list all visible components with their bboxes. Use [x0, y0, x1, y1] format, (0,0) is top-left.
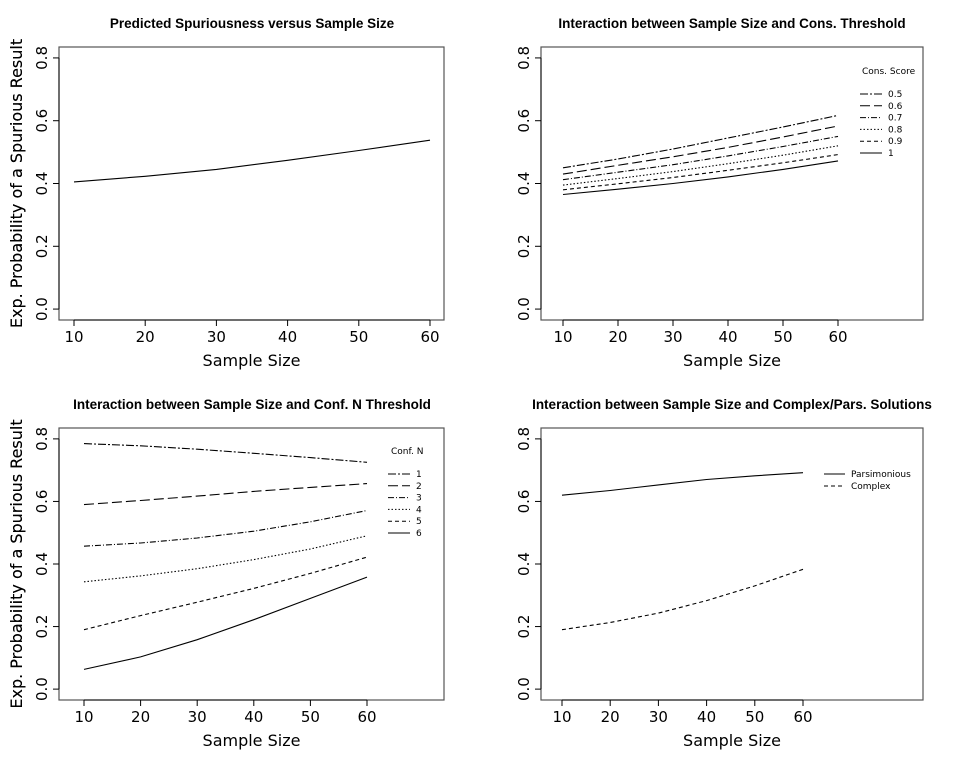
series-line-1 [562, 114, 839, 169]
y-tick-label: 0.0 [515, 677, 533, 701]
y-tick-label: 0.2 [33, 234, 51, 258]
x-tick-label: 10 [74, 708, 93, 726]
legend: Parsimonious Complex [824, 470, 911, 492]
legend-title: Conf. N [391, 447, 423, 457]
y-tick-label: 0.4 [33, 172, 51, 196]
y-axis-label: Exp. Probability of a Spurious Result [7, 419, 26, 708]
legend-label: 0.9 [888, 137, 903, 147]
x-tick-label: 50 [301, 708, 320, 726]
x-axis-label: Sample Size [203, 731, 301, 750]
x-tick-label: 50 [349, 328, 368, 346]
y-tick-label: 0.0 [33, 297, 51, 321]
x-tick-label: 30 [188, 708, 207, 726]
y-tick-label: 0.6 [515, 490, 533, 514]
chart-panel-2: Interaction between Sample Size and Cons… [7, 16, 924, 370]
legend-label: 0.6 [888, 102, 903, 112]
legend: Cons. Score 0.5 0.6 0.70.8 0.9 1 [860, 67, 916, 159]
plot-frame [540, 46, 924, 321]
y-axis-label: Exp. Probability of a Spurious Result [7, 419, 26, 708]
legend-label: Complex [851, 482, 891, 492]
x-tick-label: 50 [773, 328, 792, 346]
legend-label: 0.8 [888, 125, 903, 135]
legend-label: 2 [416, 482, 422, 492]
y-axis-label: Exp. Probability of a Spurious Result [7, 39, 26, 328]
x-tick-label: 40 [718, 328, 737, 346]
x-tick-label: 60 [793, 708, 812, 726]
legend-label: 1 [416, 470, 422, 480]
series-line-1 [83, 443, 368, 463]
x-tick-label: 20 [131, 708, 150, 726]
series-line-4 [562, 145, 839, 186]
y-tick-label: 0.0 [515, 297, 533, 321]
plot-frame [58, 427, 445, 701]
series-line-6 [83, 576, 368, 670]
legend-label: 0.5 [888, 90, 902, 100]
x-tick-label: 50 [745, 708, 764, 726]
legend-label: 0.7 [888, 114, 902, 124]
x-tick-label: 10 [553, 328, 572, 346]
plot-frame [58, 46, 445, 321]
x-tick-label: 30 [207, 328, 226, 346]
series-line-2 [562, 125, 839, 175]
series-line-4 [83, 535, 368, 583]
y-tick-label: 0.8 [33, 46, 51, 70]
series-line-6 [562, 160, 839, 196]
x-tick-label: 60 [357, 708, 376, 726]
y-tick-label: 0.6 [515, 109, 533, 133]
x-axis-label: Sample Size [203, 351, 301, 370]
y-tick-label: 0.6 [33, 490, 51, 514]
x-tick-label: 20 [608, 328, 627, 346]
y-tick-label: 0.0 [33, 677, 51, 701]
series-line-1 [561, 472, 804, 496]
x-tick-label: 20 [601, 708, 620, 726]
x-axis-label: Sample Size [683, 731, 781, 750]
x-tick-label: 60 [420, 328, 439, 346]
series-line-3 [562, 135, 839, 181]
x-tick-label: 10 [64, 328, 83, 346]
x-tick-label: 20 [136, 328, 155, 346]
y-axis-label: Exp. Probability of a Spurious Result [7, 39, 26, 328]
chart-panel-4: Interaction between Sample Size and Comp… [7, 397, 932, 750]
y-tick-label: 0.4 [515, 552, 533, 576]
legend-label: 5 [416, 517, 422, 527]
y-tick-label: 0.2 [515, 615, 533, 639]
x-tick-label: 40 [697, 708, 716, 726]
legend: Conf. N 1 2 34 5 6 [388, 447, 423, 539]
y-tick-label: 0.2 [33, 615, 51, 639]
legend-label: Parsimonious [851, 470, 911, 480]
series-line-5 [562, 154, 839, 191]
x-tick-label: 40 [244, 708, 263, 726]
y-tick-label: 0.4 [515, 172, 533, 196]
series-line-2 [83, 483, 368, 506]
y-tick-label: 0.8 [515, 427, 533, 451]
x-tick-label: 10 [552, 708, 571, 726]
y-tick-label: 0.8 [33, 427, 51, 451]
legend-label: 3 [416, 494, 422, 504]
y-tick-label: 0.2 [515, 234, 533, 258]
y-tick-label: 0.8 [515, 46, 533, 70]
x-tick-label: 40 [278, 328, 297, 346]
y-tick-label: 0.6 [33, 109, 51, 133]
x-tick-label: 30 [649, 708, 668, 726]
x-axis-label: Sample Size [683, 351, 781, 370]
legend-label: 4 [416, 505, 422, 515]
plot-frame [540, 427, 924, 701]
chart-title: Predicted Spuriousness versus Sample Siz… [110, 16, 395, 31]
chart-title: Interaction between Sample Size and Cons… [558, 16, 905, 31]
chart-panel-1: Predicted Spuriousness versus Sample Siz… [7, 16, 445, 370]
series-line-2 [561, 568, 804, 631]
legend-title: Cons. Score [862, 67, 916, 77]
legend-label: 6 [416, 529, 422, 539]
legend-label: 1 [888, 149, 894, 159]
chart-panel-3: Interaction between Sample Size and Conf… [7, 397, 445, 750]
series-line-3 [83, 509, 368, 547]
x-tick-label: 60 [828, 328, 847, 346]
chart-title: Interaction between Sample Size and Conf… [73, 397, 431, 412]
y-tick-label: 0.4 [33, 552, 51, 576]
series-line-1 [73, 139, 431, 183]
x-tick-label: 30 [663, 328, 682, 346]
chart-title: Interaction between Sample Size and Comp… [532, 397, 932, 412]
